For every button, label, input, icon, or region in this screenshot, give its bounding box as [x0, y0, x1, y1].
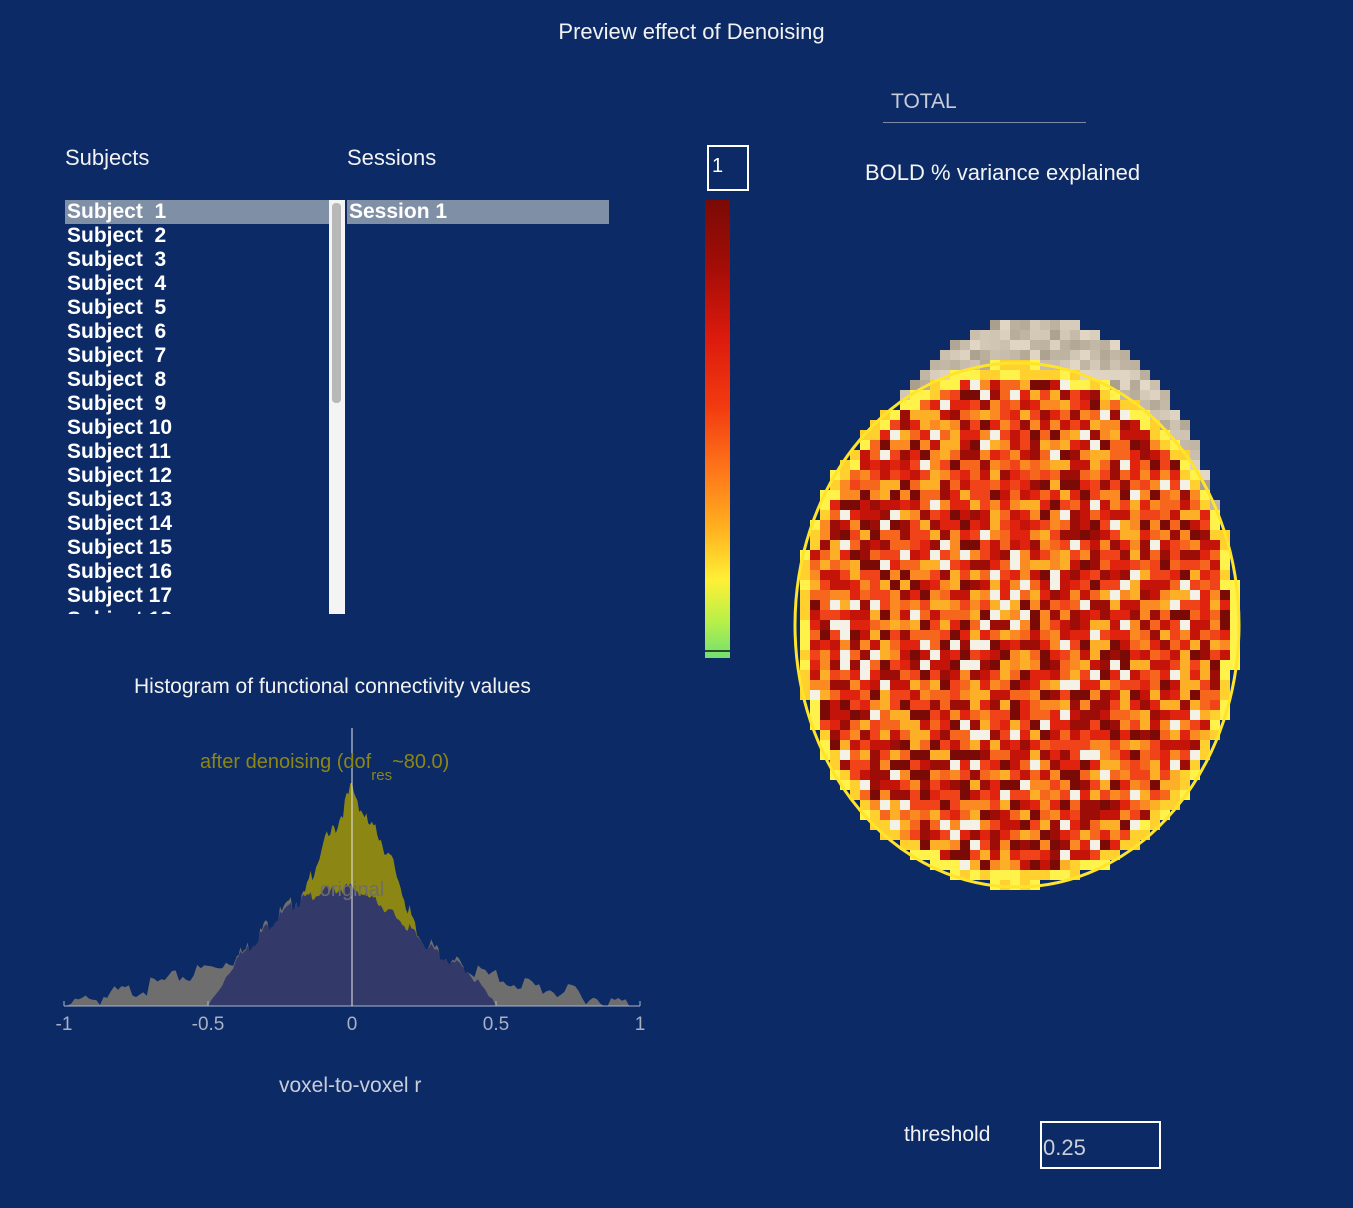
sessions-list[interactable]: Session 1	[347, 200, 609, 224]
view-tab-underline	[883, 122, 1086, 123]
brain-voxels	[800, 320, 1240, 890]
x-tick-label: 1	[635, 1014, 646, 1035]
subjects-list[interactable]: Subject 1 Subject 2 Subject 3 Subject 4 Subj…	[65, 200, 345, 614]
x-tick-label: -0.5	[192, 1014, 225, 1035]
page-title: Preview effect of Denoising	[558, 19, 825, 44]
sessions-header: Sessions	[347, 145, 437, 170]
subject-list-item[interactable]: Subject 7	[67, 344, 167, 367]
colorbar-max-input[interactable]	[707, 145, 749, 191]
colorbar-threshold-tick	[705, 650, 730, 652]
threshold-label: threshold	[904, 1123, 991, 1146]
subject-list-item[interactable]: Subject 16	[67, 560, 173, 583]
x-tick-label: 0	[347, 1014, 358, 1035]
subject-list-item[interactable]: Subject 6	[67, 320, 167, 343]
subject-list-item[interactable]: Subject 12	[67, 464, 173, 487]
subject-list-item[interactable]: Subject 2	[67, 224, 167, 247]
subject-list-item[interactable]: Subject 11	[67, 440, 171, 463]
subjects-header: Subjects	[65, 145, 150, 170]
subject-list-item[interactable]: Subject 4	[67, 272, 167, 295]
subject-list-item[interactable]: Subject 17	[67, 584, 173, 607]
x-tick-label: 0.5	[483, 1014, 509, 1035]
subject-list-item[interactable]: Subject 10	[67, 416, 173, 439]
subject-list-item[interactable]: Subject 13	[67, 488, 173, 511]
brain-slice-map[interactable]	[780, 300, 1260, 900]
histogram-chart: -1 -0.5 0 0.5 1 after denoising (dofres~80.0)…	[56, 728, 646, 1035]
map-title: BOLD % variance explained	[865, 160, 1141, 185]
subject-list-item[interactable]: Subject 1	[65, 200, 330, 224]
session-list-item[interactable]: Session 1	[347, 200, 609, 224]
subject-list-item[interactable]: Subject 14	[67, 512, 173, 535]
subjects-scroll-thumb[interactable]	[332, 203, 341, 403]
subject-list-item[interactable]: Subject 8	[67, 368, 167, 391]
subject-list-item[interactable]: Subject 5	[67, 296, 167, 319]
view-tab-total[interactable]: TOTAL	[891, 90, 957, 113]
histogram-xlabel: voxel-to-voxel r	[279, 1074, 422, 1097]
after-denoising-label: after denoising (dofres~80.0)	[200, 751, 449, 784]
colorbar	[705, 200, 730, 658]
brain-outline	[793, 361, 1241, 889]
original-label: original	[320, 879, 384, 901]
histogram-title: Histogram of functional connectivity val…	[134, 675, 531, 698]
threshold-input[interactable]	[1040, 1121, 1161, 1169]
subject-list-item[interactable]: Subject 3	[67, 248, 167, 271]
subject-list-item[interactable]: Subject 18	[65, 608, 345, 614]
x-tick-label: -1	[56, 1014, 73, 1035]
subject-list-item[interactable]: Subject 9	[67, 392, 167, 415]
subject-list-item[interactable]: Subject 15	[67, 536, 173, 559]
